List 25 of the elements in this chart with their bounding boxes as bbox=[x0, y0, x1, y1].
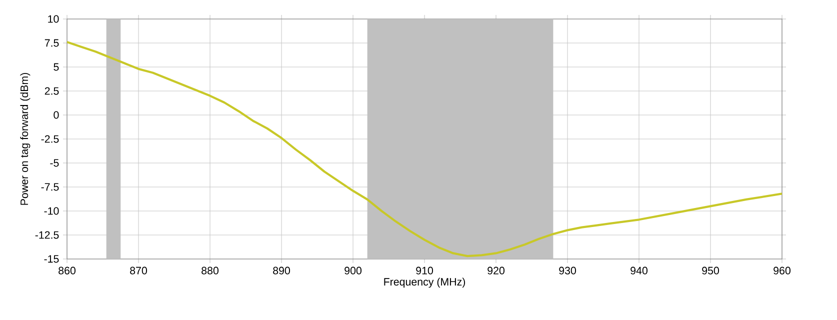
x-tick-label: 870 bbox=[130, 266, 147, 274]
y-tick-label: -10 bbox=[44, 207, 59, 215]
x-tick-label: 960 bbox=[774, 266, 790, 274]
x-tick-label: 880 bbox=[202, 266, 218, 274]
y-tick-label: -15 bbox=[44, 255, 59, 263]
y-axis-title: Power on tag forward (dBm) bbox=[20, 72, 30, 205]
y-tick-label: -12.5 bbox=[35, 231, 59, 239]
y-tick-label: 7.5 bbox=[44, 39, 59, 47]
y-tick-label: 10 bbox=[48, 15, 59, 23]
line-series bbox=[67, 40, 782, 258]
y-tick-label: -7.5 bbox=[41, 183, 59, 191]
x-tick-label: 890 bbox=[273, 266, 290, 274]
x-axis-title: Frequency (MHz) bbox=[384, 278, 466, 288]
x-tick-label: 950 bbox=[702, 266, 719, 274]
y-tick-label: 2.5 bbox=[44, 87, 59, 95]
x-tick-label: 920 bbox=[488, 266, 504, 274]
x-tick-label: 860 bbox=[58, 266, 76, 274]
y-tick-label: 5 bbox=[54, 63, 59, 71]
y-tick-label: 0 bbox=[54, 111, 59, 119]
y-tick-label: -5 bbox=[50, 159, 59, 167]
x-tick-label: 940 bbox=[630, 266, 648, 274]
x-tick-label: 910 bbox=[416, 266, 433, 274]
y-tick-label: -2.5 bbox=[41, 135, 59, 143]
x-tick-label: 900 bbox=[344, 266, 362, 274]
x-tick-label: 930 bbox=[559, 266, 576, 274]
